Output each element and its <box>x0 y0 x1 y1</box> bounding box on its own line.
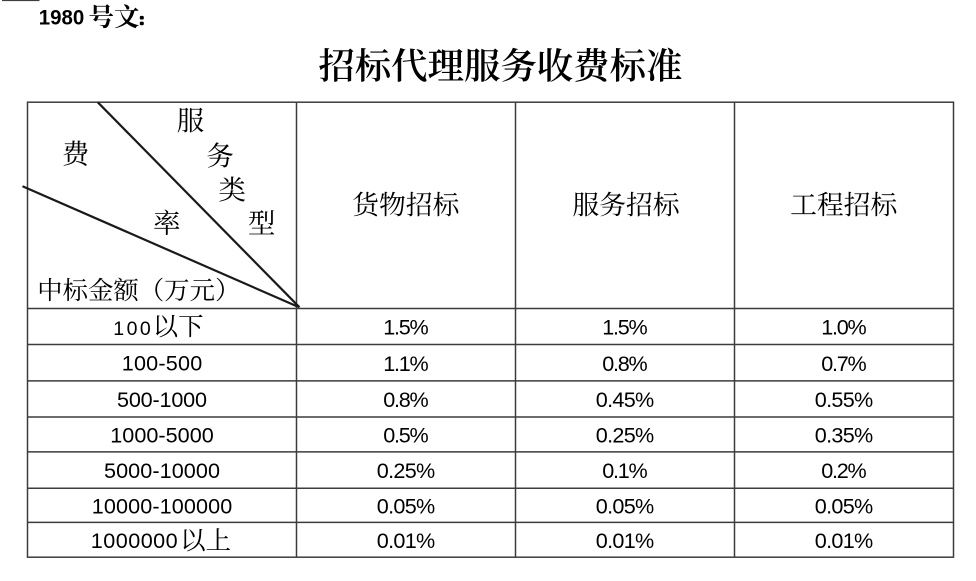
svg-text:0.35%: 0.35% <box>815 423 874 448</box>
svg-text:100: 100 <box>113 318 151 340</box>
svg-text:0.7%: 0.7% <box>821 351 867 376</box>
svg-text:1.5%: 1.5% <box>383 315 429 340</box>
svg-text:1980: 1980 <box>39 6 85 30</box>
svg-text:0.05%: 0.05% <box>596 494 655 519</box>
svg-text:0.8%: 0.8% <box>602 351 648 376</box>
svg-text:0.5%: 0.5% <box>383 423 429 448</box>
svg-text:0.8%: 0.8% <box>383 387 429 412</box>
svg-text:5000-10000: 5000-10000 <box>104 458 220 483</box>
svg-text:500-1000: 500-1000 <box>117 387 207 412</box>
svg-text:0.1%: 0.1% <box>602 458 648 483</box>
svg-text:0.25%: 0.25% <box>377 458 436 483</box>
svg-text:0.01%: 0.01% <box>377 528 436 553</box>
svg-text:100-500: 100-500 <box>122 351 203 376</box>
svg-text:0.25%: 0.25% <box>596 423 655 448</box>
svg-text:0.01%: 0.01% <box>596 528 655 553</box>
svg-text:1000-5000: 1000-5000 <box>110 422 214 447</box>
svg-text:1.0%: 1.0% <box>821 315 867 340</box>
svg-text:0.05%: 0.05% <box>815 494 874 519</box>
svg-text:0.2%: 0.2% <box>821 458 867 483</box>
svg-text:1.5%: 1.5% <box>602 315 648 340</box>
svg-text:1000000: 1000000 <box>91 528 178 553</box>
svg-text:10000-100000: 10000-100000 <box>92 493 233 518</box>
svg-text:0.01%: 0.01% <box>815 528 874 553</box>
svg-text:0.45%: 0.45% <box>596 387 655 412</box>
svg-text:0.05%: 0.05% <box>377 494 436 519</box>
svg-text:1.1%: 1.1% <box>383 351 429 376</box>
svg-text:0.55%: 0.55% <box>815 387 874 412</box>
